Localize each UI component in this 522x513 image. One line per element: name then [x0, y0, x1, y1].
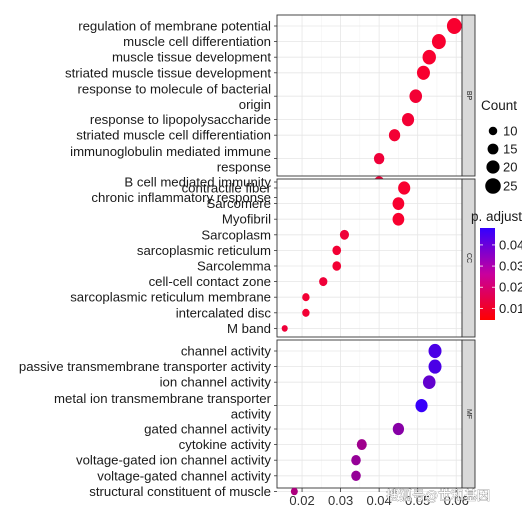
term-label: metal ion transmembrane transporter activ…: [54, 390, 272, 421]
data-point: [392, 422, 405, 436]
data-point: [401, 113, 415, 127]
data-point: [332, 245, 342, 256]
term-label: voltage-gated channel activity: [97, 468, 271, 483]
term-label: B cell mediated immunity: [124, 175, 271, 190]
size-legend-label: 20: [503, 160, 517, 175]
facet-strip: [461, 14, 476, 177]
data-point: [422, 375, 436, 390]
term-label: regulation of membrane potential: [78, 19, 271, 34]
term-label: sarcoplasmic reticulum: [137, 243, 271, 258]
color-legend-title: p. adjust: [471, 209, 522, 224]
data-point: [339, 229, 350, 240]
term-label: response to molecule of bacterial origin: [77, 81, 271, 112]
x-tick-label: 0.04: [366, 493, 391, 508]
data-point: [428, 359, 442, 374]
data-point: [356, 439, 367, 451]
data-point: [373, 152, 385, 165]
term-label: cell-cell contact zone: [149, 274, 271, 289]
data-point: [281, 325, 288, 332]
term-label: channel activity: [181, 344, 272, 359]
term-label: striated muscle cell differentiation: [76, 128, 271, 143]
term-label: M band: [227, 321, 271, 336]
data-point: [416, 65, 430, 80]
watermark-text: 搜狐号@世和基因: [386, 489, 490, 504]
term-label: Myofibril: [222, 212, 271, 227]
term-label: chronic inflammatory response: [91, 190, 271, 205]
x-tick-label: 0.02: [289, 493, 314, 508]
data-point: [351, 470, 361, 481]
data-point: [388, 129, 401, 142]
size-legend-key: [486, 160, 500, 174]
term-label: contractile fiber: [182, 181, 272, 196]
data-point: [431, 34, 446, 50]
term-label: immunoglobulin mediated immune response: [70, 143, 271, 174]
data-point: [319, 277, 328, 287]
term-label: response to lipopolysaccharide: [90, 112, 271, 127]
term-label: striated muscle tissue development: [65, 65, 271, 80]
term-label-line: origin: [239, 97, 271, 112]
term-label: ion channel activity: [160, 375, 272, 390]
x-tick-label: 0.06: [444, 493, 469, 508]
data-point: [302, 308, 310, 317]
data-point: [446, 17, 462, 35]
term-label: structural constituent of muscle: [89, 484, 271, 499]
data-point: [428, 343, 442, 359]
data-point: [415, 399, 428, 413]
data-point: [422, 49, 436, 65]
data-point: [392, 197, 405, 210]
data-point: [290, 487, 298, 496]
term-label-line: activity: [231, 406, 272, 421]
color-legend-label: 0.04: [499, 237, 522, 252]
color-legend-label: 0.02: [499, 280, 522, 295]
size-legend-key: [485, 178, 501, 194]
term-label: sarcoplasmic reticulum membrane: [70, 290, 271, 305]
size-legend-key: [488, 126, 498, 136]
data-point: [392, 212, 405, 226]
term-label: gated channel activity: [144, 422, 271, 437]
size-legend-label: 25: [503, 179, 517, 194]
term-label: Sarcoplasm: [201, 227, 271, 242]
facet-strip: [461, 178, 476, 338]
term-label: passive transmembrane transporter activi…: [19, 359, 272, 374]
data-point: [332, 261, 342, 271]
size-legend-label: 15: [503, 142, 517, 157]
term-label: muscle tissue development: [112, 50, 271, 65]
x-tick-label: 0.03: [328, 493, 353, 508]
color-legend-label: 0.01: [499, 301, 522, 316]
data-point: [409, 89, 423, 104]
size-legend-label: 10: [503, 124, 517, 139]
term-label-line: response: [217, 159, 271, 174]
facet-strip-label: MF: [465, 409, 472, 419]
size-legend-title: Count: [481, 98, 517, 113]
term-label: muscle cell differentiation: [123, 34, 271, 49]
term-label: Sarcolemma: [197, 259, 272, 274]
size-legend-key: [487, 143, 499, 155]
term-label-line: response to molecule of bacterial: [77, 81, 271, 96]
color-legend-label: 0.03: [499, 259, 522, 274]
color-legend-bar: [480, 228, 495, 320]
facet-strip: [461, 339, 476, 489]
term-label: intercalated disc: [176, 305, 272, 320]
term-label-line: metal ion transmembrane transporter: [54, 390, 272, 405]
facet-strip-label: BP: [465, 91, 472, 101]
data-point: [302, 293, 310, 302]
term-label: voltage-gated ion channel activity: [76, 453, 271, 468]
term-label: cytokine activity: [179, 437, 272, 452]
term-label-line: immunoglobulin mediated immune: [70, 143, 271, 158]
facet-strip-label: CC: [465, 253, 472, 263]
x-tick-label: 0.05: [405, 493, 430, 508]
term-label: Sarcomere: [207, 196, 272, 211]
data-point: [351, 455, 361, 466]
data-point: [398, 181, 411, 195]
